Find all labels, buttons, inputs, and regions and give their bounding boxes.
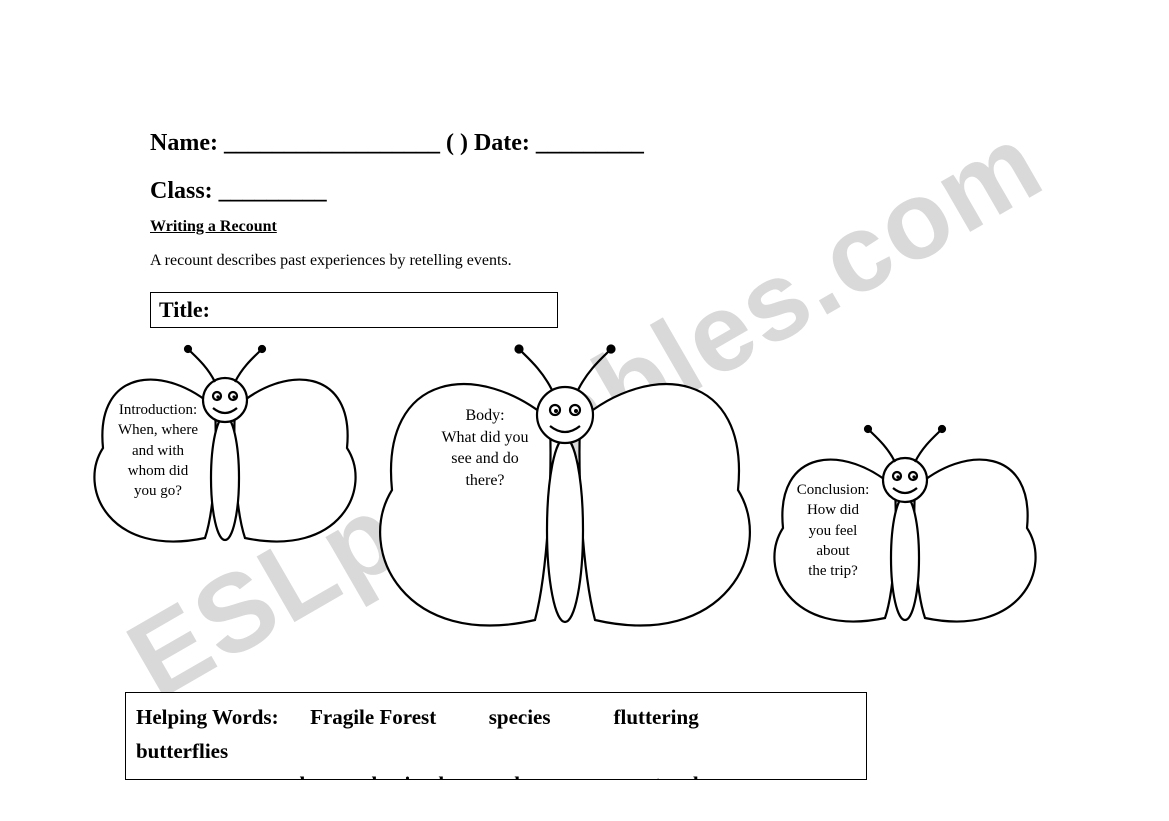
body-l1: What did you (441, 429, 528, 446)
intro-l2: and with (132, 443, 184, 459)
helping-words-box: Helping Words: Fragile Forest species fl… (125, 692, 867, 780)
helping-row-1: Helping Words: Fragile Forest species fl… (136, 701, 856, 735)
hw-fluttering: fluttering (614, 705, 699, 729)
hw-endangered: endangered animals (273, 772, 453, 780)
intro-text: Introduction: When, where and with whom … (103, 400, 213, 501)
conclusion-l3: about (816, 543, 849, 559)
section-title: Writing a Recount (150, 218, 277, 236)
body-l2: see and do (451, 450, 519, 467)
hw-spectacular: spectacular (616, 772, 719, 780)
butterfly-body: Body: What did you see and do there? (370, 340, 760, 670)
butterfly-introduction: Introduction: When, where and with whom … (85, 338, 365, 578)
name-date-line: Name: __________________ ( ) Date: _____… (150, 130, 644, 157)
intro-heading: Introduction: (119, 402, 197, 418)
intro-l4: you go? (134, 483, 182, 499)
hw-fragile: Fragile Forest (310, 705, 436, 729)
butterfly-conclusion: Conclusion: How did you feel about the t… (765, 418, 1045, 658)
conclusion-heading: Conclusion: (797, 482, 870, 498)
butterfly-icon (370, 340, 760, 670)
class-line: Class: _________ (150, 178, 327, 205)
title-box-label: Title: (159, 297, 210, 322)
helping-row-3: endangered animals enclosure spectacular (136, 768, 856, 780)
conclusion-l1: How did (807, 502, 859, 518)
helping-label: Helping Words: (136, 705, 279, 729)
hw-butterflies: butterflies (136, 739, 228, 763)
title-input-box[interactable]: Title: (150, 292, 558, 328)
intro-l3: whom did (128, 463, 188, 479)
hw-species: species (489, 705, 551, 729)
section-description: A recount describes past experiences by … (150, 252, 512, 270)
body-l3: there? (465, 472, 504, 489)
body-text: Body: What did you see and do there? (425, 405, 545, 491)
hw-enclosure: enclosure (484, 772, 569, 780)
conclusion-l2: you feel (809, 523, 858, 539)
helping-row-2: butterflies (136, 735, 856, 769)
intro-l1: When, where (118, 422, 198, 438)
worksheet-page: ESLprintables.com Name: ________________… (0, 0, 1169, 821)
conclusion-text: Conclusion: How did you feel about the t… (783, 480, 883, 581)
conclusion-l4: the trip? (808, 563, 858, 579)
body-heading: Body: (465, 407, 504, 424)
